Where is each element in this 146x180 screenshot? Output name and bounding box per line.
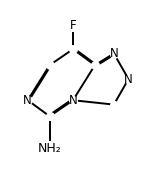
Text: F: F <box>70 19 76 32</box>
Text: NH₂: NH₂ <box>38 142 61 155</box>
Text: N: N <box>23 94 32 107</box>
Text: N: N <box>110 47 118 60</box>
Text: N: N <box>69 94 77 107</box>
Text: N: N <box>124 73 133 86</box>
